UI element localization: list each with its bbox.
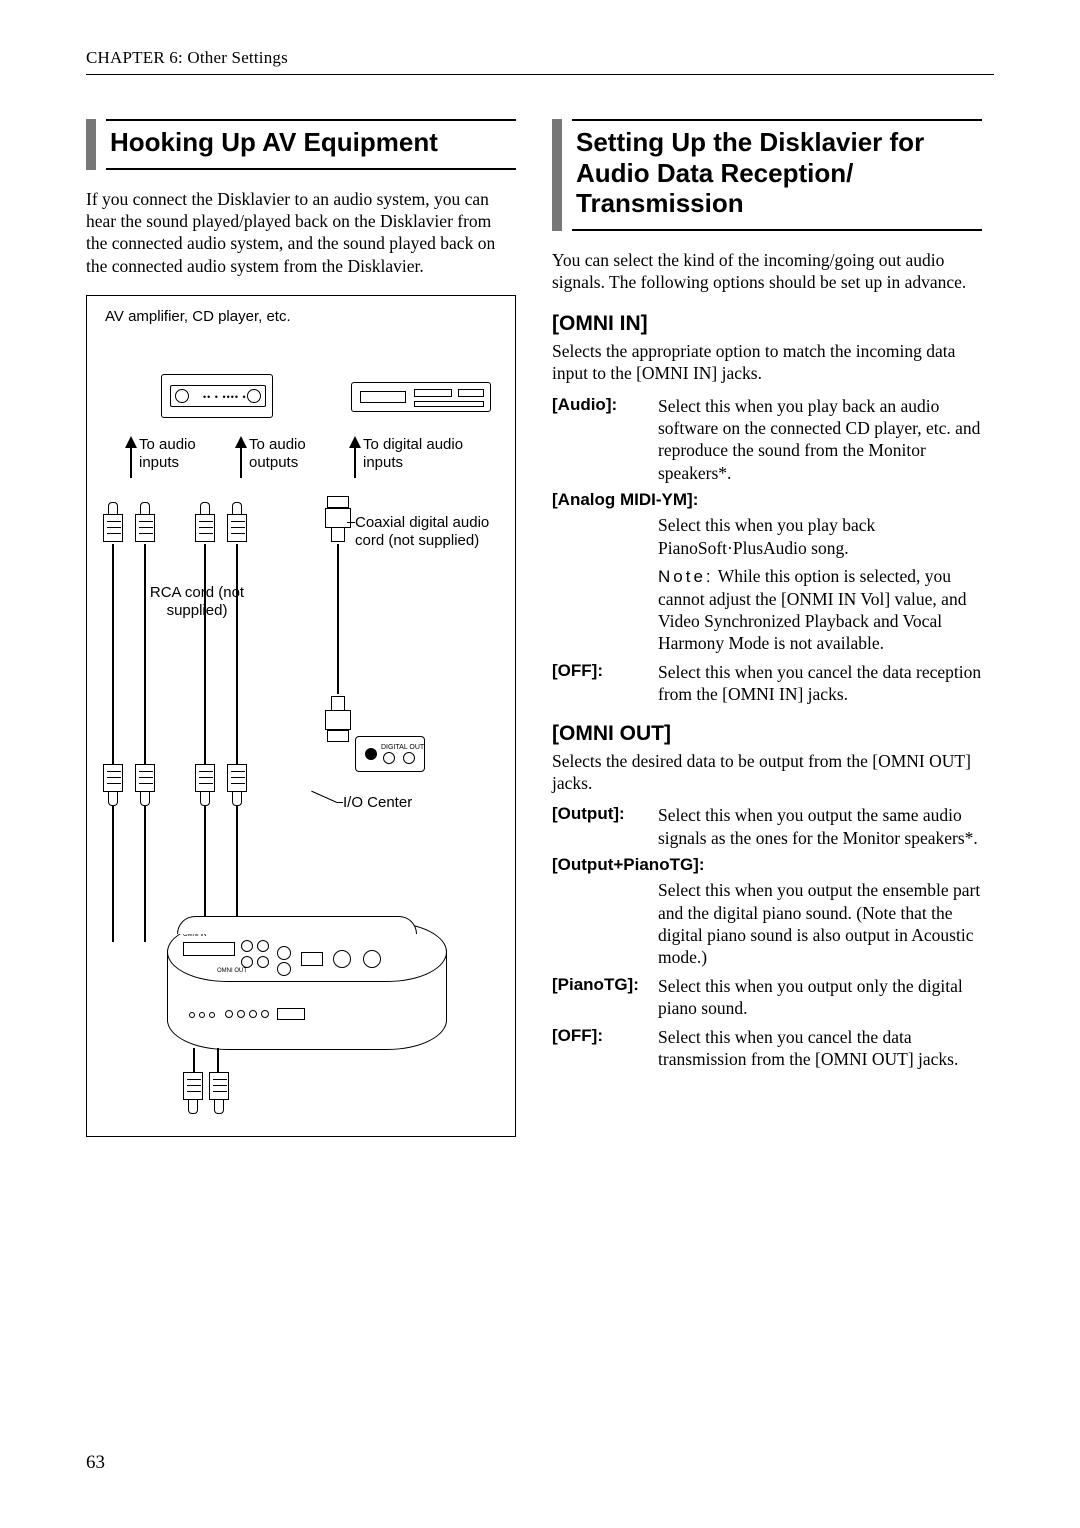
section-title-left: Hooking Up AV Equipment — [86, 119, 516, 170]
term-analog-midi-ym: [Analog MIDI-YM]: — [552, 490, 982, 510]
io-center-icon: OMNI IN OMNI OUT — [167, 922, 447, 1050]
left-column: Hooking Up AV Equipment If you connect t… — [86, 119, 516, 1137]
term-output: [Output]: — [552, 804, 658, 824]
rca-plug-icon — [135, 764, 155, 806]
content-columns: Hooking Up AV Equipment If you connect t… — [86, 119, 994, 1137]
section-bar-icon — [552, 119, 562, 231]
rca-plug-icon — [209, 1072, 229, 1114]
amplifier-icon: •• • •••• • — [161, 374, 273, 418]
rca-cord-label: RCA cord (not supplied) — [147, 584, 247, 619]
right-intro: You can select the kind of the incoming/… — [552, 249, 982, 294]
to-digital-audio-label: To digital audio inputs — [363, 436, 493, 471]
header-rule — [86, 74, 994, 75]
note-label: Note: — [658, 567, 714, 586]
coax-plug-icon — [325, 694, 351, 742]
rca-plug-icon — [135, 502, 155, 544]
io-center-lid — [177, 916, 417, 934]
rca-plug-icon — [227, 764, 247, 806]
cd-player-icon — [351, 382, 491, 412]
def-off-out: [OFF]: Select this when you cancel the d… — [552, 1026, 982, 1071]
arrow-up-icon — [125, 436, 137, 448]
arrow-up-icon — [235, 436, 247, 448]
digital-out-label: DIGITAL OUT — [381, 744, 424, 751]
term-audio: [Audio]: — [552, 395, 658, 415]
omni-in-heading: [OMNI IN] — [552, 312, 982, 336]
desc-output-pianotg: Select this when you output the ensemble… — [658, 879, 982, 969]
arrow-up-icon — [349, 436, 361, 448]
page-number: 63 — [86, 1452, 105, 1474]
right-column: Setting Up the Disklavier for Audio Data… — [552, 119, 982, 1137]
running-head: CHAPTER 6: Other Settings — [86, 48, 994, 68]
term-output-pianotg: [Output+PianoTG]: — [552, 855, 982, 875]
desc-audio: Select this when you play back an audio … — [658, 395, 982, 485]
def-output: [Output]: Select this when you output th… — [552, 804, 982, 849]
omni-out-heading: [OMNI OUT] — [552, 722, 982, 746]
section-title-right: Setting Up the Disklavier for Audio Data… — [552, 119, 982, 231]
rca-plug-icon — [103, 764, 123, 806]
to-audio-outputs-label: To audio outputs — [249, 436, 329, 471]
desc-off: Select this when you cancel the data rec… — [658, 661, 982, 706]
term-pianotg: [PianoTG]: — [552, 975, 658, 995]
note-analog: Note: While this option is selected, you… — [658, 565, 982, 655]
coax-cord-label: Coaxial digital audio cord (not supplied… — [355, 514, 495, 549]
rca-plug-icon — [227, 502, 247, 544]
diagram-top-label: AV amplifier, CD player, etc. — [105, 308, 291, 326]
def-audio: [Audio]: Select this when you play back … — [552, 395, 982, 485]
omni-in-intro: Selects the appropriate option to match … — [552, 340, 982, 385]
desc-analog-midi-ym: Select this when you play back PianoSoft… — [658, 514, 982, 559]
term-off: [OFF]: — [552, 1026, 658, 1046]
coax-plug-icon — [325, 496, 351, 544]
omni-out-tiny-label: OMNI OUT — [217, 968, 247, 975]
def-pianotg: [PianoTG]: Select this when you output o… — [552, 975, 982, 1020]
omni-out-intro: Selects the desired data to be output fr… — [552, 750, 982, 795]
io-center-label: I/O Center — [343, 794, 412, 812]
rca-plug-icon — [195, 502, 215, 544]
desc-off: Select this when you cancel the data tra… — [658, 1026, 982, 1071]
desc-pianotg: Select this when you output only the dig… — [658, 975, 982, 1020]
section-heading: Setting Up the Disklavier for Audio Data… — [576, 127, 976, 219]
section-heading: Hooking Up AV Equipment — [110, 127, 510, 158]
rca-plug-icon — [183, 1072, 203, 1114]
left-intro: If you connect the Disklavier to an audi… — [86, 188, 516, 278]
def-off-in: [OFF]: Select this when you cancel the d… — [552, 661, 982, 706]
desc-output: Select this when you output the same aud… — [658, 804, 982, 849]
to-audio-inputs-label: To audio inputs — [139, 436, 219, 471]
term-off: [OFF]: — [552, 661, 658, 681]
section-bar-icon — [86, 119, 96, 170]
rca-plug-icon — [195, 764, 215, 806]
rca-plug-icon — [103, 502, 123, 544]
connection-diagram: AV amplifier, CD player, etc. •• • •••• … — [86, 295, 516, 1137]
